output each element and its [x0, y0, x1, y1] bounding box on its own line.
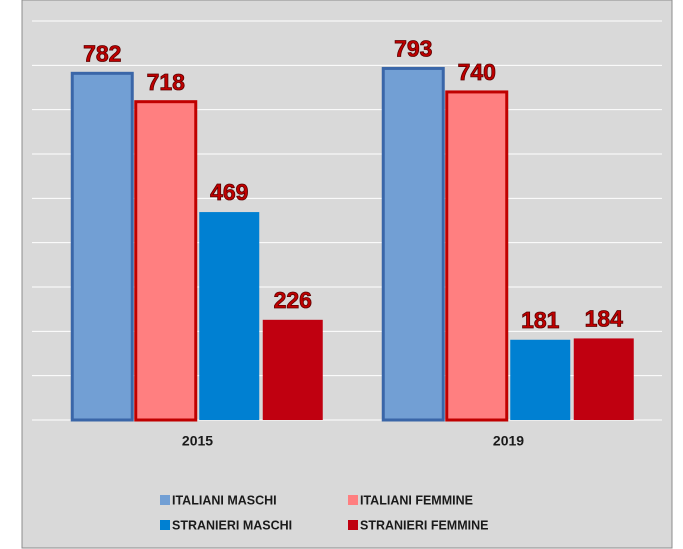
- value-label: 782: [83, 40, 121, 66]
- legend-swatch: [160, 520, 170, 530]
- legend-swatch: [348, 520, 358, 530]
- bar: [262, 319, 323, 420]
- value-label: 181: [521, 307, 560, 333]
- value-label: 740: [458, 59, 496, 85]
- value-label: 793: [394, 36, 432, 62]
- legend-label: ITALIANI MASCHI: [172, 493, 277, 507]
- value-label: 184: [585, 306, 624, 332]
- x-tick-label: 2015: [182, 433, 213, 449]
- legend-label: STRANIERI FEMMINE: [360, 518, 488, 532]
- bar: [381, 66, 445, 422]
- value-label: 718: [147, 69, 186, 95]
- bar: [70, 71, 134, 422]
- legend-swatch: [160, 495, 170, 505]
- legend-swatch: [348, 495, 358, 505]
- bar: [199, 212, 260, 420]
- x-tick-label: 2019: [493, 433, 524, 449]
- bar: [510, 339, 571, 420]
- legend-label: STRANIERI MASCHI: [172, 518, 292, 532]
- value-label: 469: [210, 179, 248, 205]
- bar: [445, 90, 509, 422]
- bar: [573, 338, 634, 420]
- value-label: 226: [274, 287, 312, 313]
- legend-label: ITALIANI FEMMINE: [360, 493, 473, 507]
- bar: [134, 100, 198, 422]
